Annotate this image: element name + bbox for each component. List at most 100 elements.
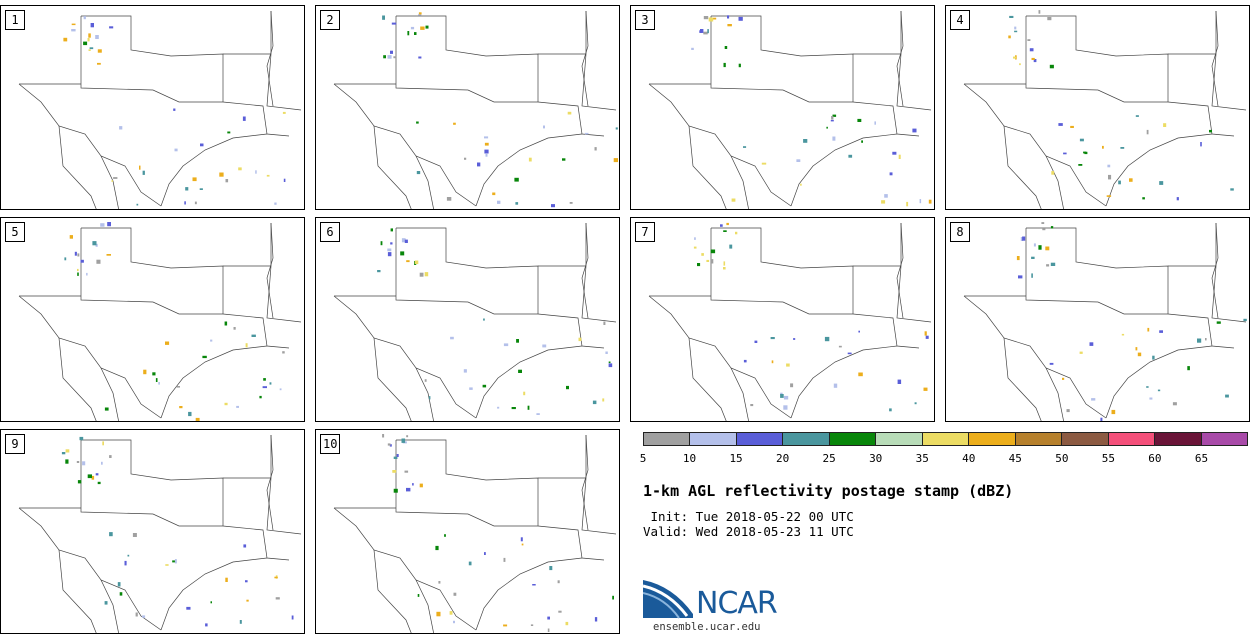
basemap [963,10,1247,209]
reflectivity-echo [858,330,860,333]
reflectivity-echo [79,436,84,441]
colorbar-tick-label: 15 [729,452,743,465]
reflectivity-echo [528,157,532,162]
reflectivity-echo [155,378,158,382]
reflectivity-echo [97,481,101,485]
reflectivity-echo [1014,26,1017,30]
reflectivity-echo [521,543,524,546]
reflectivity-echo [861,140,863,143]
reflectivity-echo [87,474,92,479]
reflectivity-echo [233,327,236,330]
reflectivity-echo [708,17,714,22]
reflectivity-echo [783,405,788,410]
reflectivity-echo [1157,389,1161,392]
reflectivity-echo [613,158,618,163]
reflectivity-echo [435,545,439,551]
reflectivity-echo [172,560,176,563]
reflectivity-echo [1197,338,1202,343]
reflectivity-echo [246,599,249,602]
reflectivity-echo [97,49,102,53]
reflectivity-echo [483,318,485,321]
reflectivity-echo [1038,10,1041,14]
reflectivity-echo [530,624,534,626]
reflectivity-echo [924,331,927,336]
reflectivity-echo [274,202,277,205]
reflectivity-echo [1063,152,1067,155]
reflectivity-echo [279,388,282,391]
reflectivity-echo [761,162,767,165]
reflectivity-echo [925,335,929,339]
reflectivity-echo [377,270,381,273]
reflectivity-echo [770,337,775,340]
basemap [333,222,617,421]
reflectivity-echo [485,154,488,157]
reflectivity-echo [800,183,802,186]
reflectivity-echo [832,114,837,117]
colorbar-tick-label: 5 [639,452,647,465]
reflectivity-echo [1031,273,1033,278]
reflectivity-echo [889,172,893,176]
state-border [648,295,792,419]
state-border [81,15,224,102]
reflectivity-echo [77,272,79,276]
member-panel-10: 10 [315,429,620,634]
state-border [396,439,539,526]
reflectivity-echo [188,411,192,417]
colorbar-tick-label: 20 [775,452,790,465]
state-border [18,83,162,207]
state-border [964,16,1235,137]
reflectivity-echo [152,372,156,376]
reflectivity-echo [382,434,385,438]
reflectivity-echo [259,395,262,399]
colorbar-tick-label: 45 [1008,452,1022,465]
reflectivity-echo [416,121,419,124]
reflectivity-echo [390,50,393,54]
reflectivity-echo [710,249,716,254]
reflectivity-echo [503,624,508,627]
basemap [18,10,302,209]
reflectivity-echo [88,49,91,51]
reflectivity-echo [109,532,113,537]
reflectivity-echo [1176,197,1179,201]
reflectivity-echo [200,143,204,147]
reflectivity-echo [912,128,917,133]
reflectivity-echo [1049,362,1054,365]
reflectivity-echo [380,241,383,246]
state-border [58,549,119,633]
reflectivity-echo [697,263,701,267]
reflectivity-echo [65,449,70,453]
reflectivity-echo [612,595,614,600]
reflectivity-echo [1100,417,1103,421]
state-border [581,434,589,531]
reflectivity-echo [520,537,523,542]
state-border [538,435,617,535]
reflectivity-echo [1107,164,1111,168]
reflectivity-echo [694,237,696,240]
colorbar-swatch [690,432,737,446]
reflectivity-echo [414,260,419,265]
state-border [81,439,224,526]
reflectivity-echo [95,243,98,247]
reflectivity-echo [77,480,82,484]
reflectivity-echo [484,142,489,146]
reflectivity-echo [790,383,794,388]
reflectivity-echo [584,132,589,135]
reflectivity-echo [897,379,902,384]
reflectivity-echo [420,26,425,30]
reflectivity-echo [387,55,392,59]
valid-time: Valid: Wed 2018-05-23 11 UTC [643,524,854,539]
reflectivity-echo [1045,246,1050,251]
reflectivity-echo [89,47,94,50]
colorbar-swatch [1155,432,1202,446]
reflectivity-echo [536,413,540,415]
state-border [223,223,302,323]
reflectivity-echo [251,334,256,337]
reflectivity-echo [224,402,228,406]
ncar-logo-icon [643,580,693,619]
reflectivity-echo [199,188,203,190]
panel-number: 9 [5,434,25,454]
reflectivity-echo [738,63,741,68]
reflectivity-echo [101,461,103,465]
colorbar-tick-label: 50 [1055,452,1069,465]
reflectivity-echo [104,601,108,605]
